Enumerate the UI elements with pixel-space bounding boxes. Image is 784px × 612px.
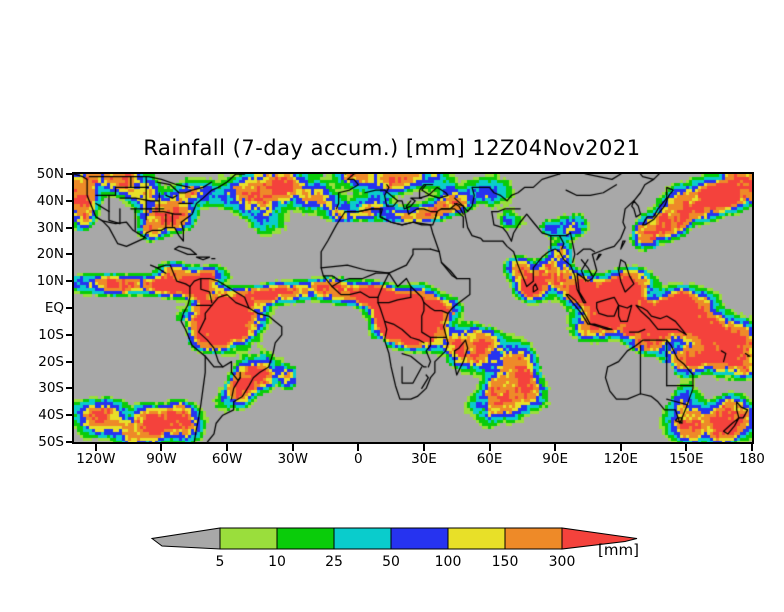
x-tick-label: 120E [603,451,638,467]
y-tick-label: 10N [36,273,64,290]
x-tick-mark [488,444,491,451]
x-tick-label: 120W [76,451,116,467]
y-tick-mark [66,333,73,336]
colorbar-over-arrow [561,527,638,550]
x-tick-mark [619,444,622,451]
y-tick-mark [66,280,73,283]
rainfall-map-panel [72,172,754,444]
rainfall-raster [74,174,752,442]
colorbar-tick-label: 50 [382,554,400,570]
y-tick-mark [66,199,73,202]
y-tick-label: 10S [38,326,64,343]
x-tick-label: 30W [277,451,308,467]
x-tick-mark [94,444,97,451]
y-tick-label: 20S [38,353,64,370]
x-tick-mark [685,444,688,451]
page-title: Rainfall (7-day accum.) [mm] 12Z04Nov202… [143,136,641,160]
x-tick-label: 180 [739,451,765,467]
y-tick-label: 50S [38,434,64,450]
colorbar-swatches [150,527,638,550]
x-tick-mark [226,444,229,451]
y-tick-mark [66,307,73,309]
y-tick-label: 40N [36,192,64,209]
y-tick-mark [66,253,73,256]
colorbar-tick-label: 25 [325,554,343,570]
x-tick-mark [554,444,557,451]
colorbar-tick-label: 5 [215,554,225,570]
x-tick-label: 30E [411,451,437,467]
y-tick-label: 50N [36,166,64,182]
x-tick-label: 90E [542,451,569,467]
colorbar: 5 10 25 50 100 150 300 [0,512,784,572]
colorbar-swatch [333,527,392,550]
colorbar-swatch [219,527,278,550]
x-tick-label: 60E [476,451,503,467]
y-tick-mark [66,360,73,363]
y-tick-label: 30S [38,380,64,397]
colorbar-swatch [447,527,506,550]
colorbar-units-label: [mm] [598,541,639,559]
x-tick-mark [160,444,163,451]
colorbar-tick-label: 10 [268,554,286,570]
colorbar-tick-label: 150 [491,554,519,570]
x-tick-label: 90W [146,451,177,467]
colorbar-swatch [390,527,449,550]
y-tick-label: 40S [38,407,64,424]
x-tick-label: 60W [211,451,243,467]
y-tick-mark [66,226,73,229]
x-tick-label: 0 [354,451,363,467]
colorbar-tick-label: 100 [434,554,462,570]
colorbar-swatch [276,527,335,550]
y-tick-label: 30N [36,219,64,236]
colorbar-swatch [504,527,563,550]
colorbar-under-arrow [150,527,221,550]
x-tick-mark [291,444,294,451]
x-tick-label: 150E [669,451,704,467]
x-tick-mark [357,444,360,451]
y-tick-label: EQ [44,300,64,316]
x-tick-mark [751,444,753,451]
x-tick-mark [422,444,425,451]
y-tick-mark [66,414,73,417]
y-tick-mark [66,387,73,390]
y-tick-mark [66,173,73,175]
y-tick-label: 20N [36,246,64,263]
colorbar-tick-label: 300 [548,554,576,570]
y-tick-mark [66,441,73,443]
